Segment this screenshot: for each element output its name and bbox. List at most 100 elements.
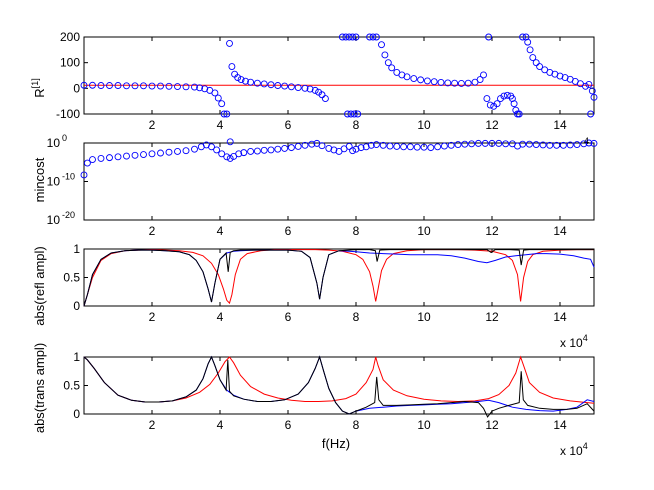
y-tick-label: 10 (47, 136, 61, 150)
data-point (447, 141, 455, 149)
data-point (403, 73, 411, 81)
data-point (500, 92, 508, 100)
x-tick-label: 10 (417, 418, 431, 432)
data-point (345, 143, 353, 150)
data-point (486, 101, 494, 109)
data-point (357, 144, 365, 152)
data-point (218, 150, 226, 158)
data-point (174, 148, 181, 155)
data-point (350, 110, 358, 118)
y-tick-exponent: -10 (62, 172, 75, 182)
x-tick-label: 2 (149, 310, 156, 324)
data-point (345, 33, 353, 41)
data-point (274, 145, 282, 153)
data-point (294, 143, 302, 150)
data-point (89, 81, 96, 89)
data-point (114, 153, 122, 161)
y-tick-label: 0.5 (63, 271, 80, 285)
data-point (559, 141, 567, 149)
data-point (372, 33, 380, 41)
data-point (388, 64, 396, 72)
data-point (476, 76, 484, 84)
data-point (267, 81, 275, 89)
data-point (287, 144, 295, 152)
x-tick-label: 8 (353, 418, 360, 432)
x-tick-label: 14 (553, 118, 567, 132)
x-tick-label: 8 (353, 310, 360, 324)
data-point (352, 145, 360, 153)
data-point (590, 139, 598, 147)
data-point (80, 81, 88, 89)
data-point (148, 82, 156, 90)
data-point (427, 144, 435, 152)
y-tick-label: 0 (73, 407, 80, 421)
data-point (97, 154, 105, 162)
data-point (585, 81, 593, 88)
data-point (485, 33, 493, 41)
x-tick-label: 10 (417, 118, 431, 132)
data-point (83, 159, 91, 167)
panel-trans-ampl: 2 4 6 8 10 12 14 0 0.5 1 (63, 350, 595, 432)
data-point (582, 82, 589, 90)
data-point (235, 150, 243, 158)
x-tick-label: 6 (285, 418, 292, 432)
x-tick-label: 4 (217, 310, 224, 324)
y-tick-exponent: 0 (62, 133, 67, 143)
data-point (240, 149, 248, 157)
plot-frame (83, 248, 595, 307)
data-point (393, 143, 401, 150)
data-point (362, 143, 370, 151)
data-point (529, 54, 537, 61)
data-point (553, 141, 561, 149)
x-multiplier-refl: x 104 (560, 333, 588, 350)
data-point (532, 59, 540, 67)
data-point (566, 141, 574, 149)
data-point (140, 151, 147, 159)
data-point (196, 84, 204, 92)
x-tick-label: 6 (285, 310, 292, 324)
y-tick-label: 1 (73, 350, 80, 364)
y-tick-exponent: -20 (62, 210, 75, 220)
y-tick-label: 10 (47, 213, 61, 227)
x-tick-label: 12 (485, 224, 499, 238)
data-point (106, 82, 113, 89)
data-point (131, 151, 139, 159)
data-point (267, 146, 275, 154)
data-point (461, 140, 469, 148)
data-point (157, 82, 164, 90)
data-point (301, 84, 309, 92)
data-point (260, 146, 268, 154)
y-tick-label: 100 (60, 56, 80, 70)
data-point (502, 140, 510, 148)
y-tick-label: 10 (47, 175, 61, 189)
series-line (83, 249, 594, 307)
x-tick-label: 14 (553, 418, 567, 432)
data-point (260, 80, 268, 88)
x-multiplier-trans: x 104 (560, 441, 588, 458)
data-point (123, 152, 130, 160)
ylabel-refl-ampl: abs(refl ampl) (32, 246, 47, 325)
x-tick-label: 8 (353, 118, 360, 132)
data-point (237, 76, 245, 84)
x-tick-label: 2 (149, 118, 156, 132)
panel-refl-ampl: 2 4 6 8 10 12 14 0 0.5 1 (63, 242, 595, 324)
data-point (308, 140, 316, 148)
data-point (140, 82, 147, 90)
data-point (483, 95, 491, 103)
data-point (274, 82, 282, 89)
x-tick-label: 14 (553, 310, 567, 324)
data-point (366, 33, 374, 41)
data-point (372, 141, 380, 148)
data-point (347, 110, 355, 118)
x-tick-label: 6 (285, 224, 292, 238)
data-point (510, 100, 518, 108)
data-point (379, 141, 387, 149)
data-point (349, 33, 357, 41)
data-point (281, 82, 289, 90)
data-point (226, 154, 234, 162)
data-point (330, 146, 338, 154)
data-point (444, 79, 452, 87)
data-point (536, 63, 544, 70)
data-point (539, 141, 547, 149)
